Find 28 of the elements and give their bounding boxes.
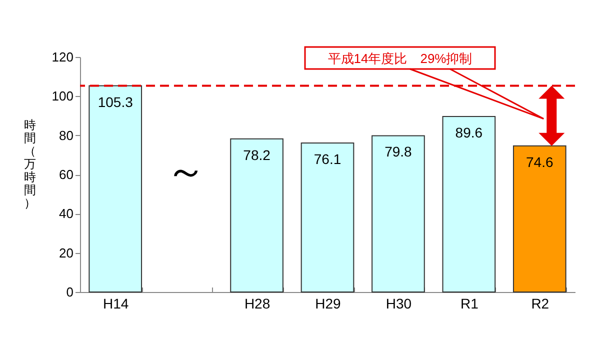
annotation: ～ bbox=[166, 150, 206, 194]
bar bbox=[512, 145, 566, 292]
bar bbox=[88, 85, 142, 292]
data-label: 105.3 bbox=[98, 94, 134, 110]
data-label: 78.2 bbox=[243, 146, 271, 163]
x-tick-label: H30 bbox=[386, 296, 412, 312]
data-label: 79.8 bbox=[384, 144, 412, 160]
y-tick-label: 60 bbox=[59, 167, 74, 182]
y-tick-label: 0 bbox=[66, 284, 74, 300]
y-tick-label: 80 bbox=[59, 128, 74, 143]
x-tick-label: H14 bbox=[103, 296, 129, 312]
x-tick-label: H28 bbox=[244, 296, 270, 312]
bar bbox=[300, 142, 354, 292]
y-axis-title: 時間（万時間） bbox=[24, 118, 36, 210]
x-tick-label: R1 bbox=[460, 296, 479, 312]
x-tick-label: R2 bbox=[531, 296, 550, 312]
annotation: 平成14年度比 29%抑制 bbox=[328, 51, 472, 66]
bar bbox=[372, 135, 425, 292]
data-label: 89.6 bbox=[455, 124, 483, 141]
y-tick-label: 20 bbox=[59, 245, 74, 260]
y-tick-label: 40 bbox=[59, 206, 74, 222]
bar bbox=[442, 116, 496, 292]
y-tick-label: 100 bbox=[52, 88, 74, 104]
y-tick-label: 120 bbox=[52, 50, 74, 64]
data-label: 76.1 bbox=[314, 150, 342, 167]
data-label: 74.6 bbox=[526, 154, 554, 170]
x-tick-label: H29 bbox=[315, 296, 342, 312]
bar bbox=[230, 138, 284, 292]
